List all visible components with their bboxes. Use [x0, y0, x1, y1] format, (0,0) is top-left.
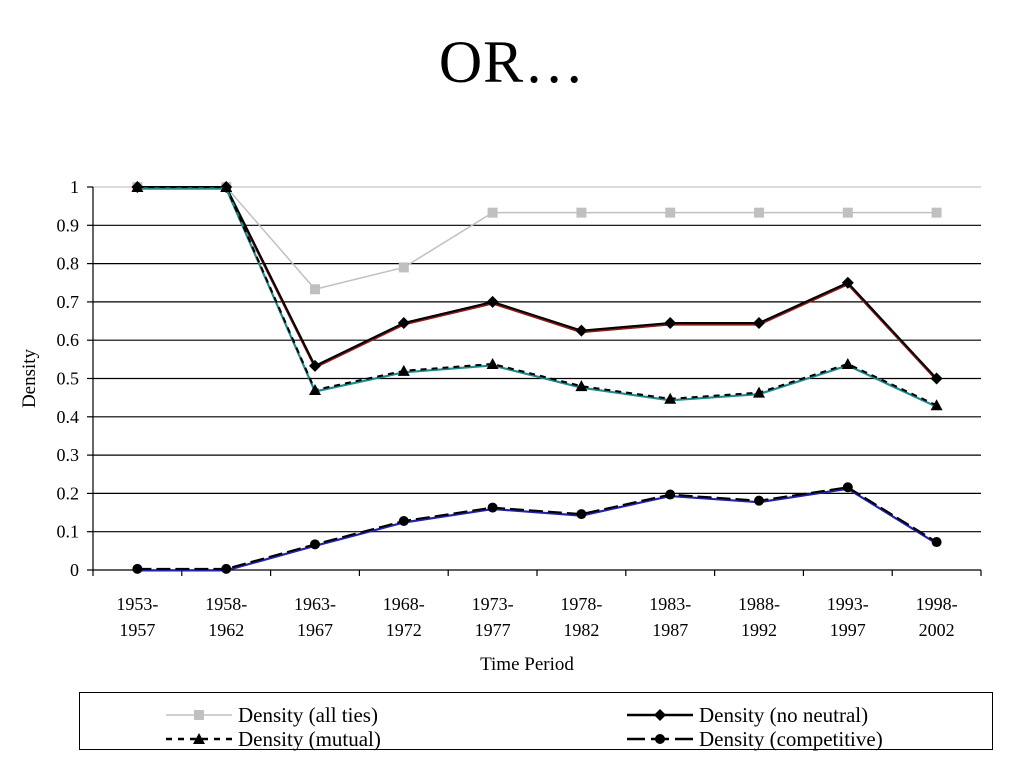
data-point	[310, 539, 320, 550]
data-point	[841, 357, 854, 369]
data-point	[309, 359, 321, 372]
y-axis-title: Density	[19, 348, 40, 408]
legend-label-no-neutral: Density (no neutral)	[699, 702, 869, 727]
legend-item-no-neutral: Density (no neutral)	[625, 703, 868, 727]
y-tick-label: 0	[70, 560, 79, 580]
data-point	[398, 262, 409, 273]
y-tick-label: 0.7	[57, 292, 80, 312]
data-point	[397, 364, 410, 376]
x-tick-label: 1973-1977	[472, 594, 514, 640]
legend-label-mutual: Density (mutual)	[238, 726, 381, 751]
x-tick-label: 1988-1992	[738, 594, 780, 640]
data-point	[576, 509, 587, 520]
data-point	[131, 181, 144, 192]
series-line	[137, 486, 938, 570]
legend-item-all-ties: Density (all ties)	[164, 703, 378, 727]
series-layer	[131, 181, 943, 574]
data-point	[664, 316, 677, 329]
data-point	[931, 537, 942, 548]
data-point	[486, 357, 499, 369]
legend-item-competitive: Density (competitive)	[625, 727, 883, 751]
gridlines	[93, 186, 981, 533]
data-point	[754, 495, 764, 506]
data-point	[310, 284, 320, 295]
legend-swatch-all-ties	[166, 710, 232, 720]
legend-swatch-mutual	[166, 733, 232, 744]
data-point	[665, 207, 676, 218]
x-tick-label: 1958-1962	[205, 594, 247, 640]
data-point	[221, 563, 232, 574]
series-line	[137, 186, 937, 291]
data-point	[842, 482, 853, 493]
legend-marker	[194, 710, 204, 720]
series-line-shadow	[137, 487, 938, 572]
legend-item-mutual: Density (mutual)	[164, 727, 381, 751]
legend-marker	[654, 709, 666, 721]
y-tick-label: 0.1	[57, 522, 80, 542]
legend-swatch-no-neutral	[627, 709, 693, 721]
chart-legend: Density (all ties) Density (no neutral) …	[79, 692, 993, 751]
x-tick-label: 1983-1987	[649, 594, 691, 640]
data-point	[398, 515, 409, 526]
legend-label-all-ties: Density (all ties)	[238, 702, 378, 727]
legend-label-competitive: Density (competitive)	[699, 726, 883, 751]
data-point	[665, 489, 676, 500]
data-point	[753, 316, 765, 329]
data-point	[753, 386, 765, 398]
data-point	[575, 380, 588, 392]
legend-marker	[193, 733, 205, 744]
data-point	[309, 383, 321, 395]
data-point	[664, 392, 677, 404]
data-point	[397, 316, 410, 329]
y-tick-label: 0.9	[57, 215, 80, 235]
x-tick-label: 1993-1997	[827, 594, 869, 640]
series-line	[137, 186, 938, 407]
data-point	[220, 181, 233, 192]
data-point	[754, 207, 764, 218]
data-point	[576, 207, 587, 218]
series-line-shadow	[137, 187, 938, 381]
x-tick-label: 1953-1957	[116, 594, 158, 640]
data-point	[575, 324, 588, 337]
series-3	[132, 482, 942, 574]
x-tick-label: 1963-1967	[294, 594, 336, 640]
x-tick-label: 1998-2002	[916, 594, 958, 640]
data-point	[931, 207, 942, 218]
series-2	[131, 181, 943, 411]
y-tick-label: 0.5	[57, 369, 80, 389]
data-point	[487, 207, 498, 218]
x-tick-label: 1978-1982	[560, 594, 602, 640]
data-point	[486, 295, 499, 308]
slide-title: OR…	[438, 29, 586, 95]
y-tick-label: 0.6	[57, 330, 80, 350]
x-tick-label: 1968-1972	[383, 594, 425, 640]
series-1	[131, 181, 943, 385]
y-tick-label: 0.8	[57, 254, 80, 274]
y-tick-label: 0.2	[57, 483, 80, 503]
data-point	[132, 563, 143, 574]
series-line	[137, 186, 938, 380]
data-point	[930, 372, 943, 385]
data-point	[842, 207, 853, 218]
legend-marker	[655, 734, 665, 744]
y-tick-label: 0.4	[57, 407, 80, 427]
x-axis-title: Time Period	[480, 654, 574, 675]
series-0	[132, 182, 942, 295]
axes	[87, 186, 982, 576]
y-tick-label: 1	[70, 177, 79, 197]
data-point	[841, 276, 854, 289]
axis-labels: 0 0.1 0.2 0.3 0.4 0.5 0.6 0.7 0.8 0.9 1 1953-1957 19…	[19, 177, 958, 675]
data-point	[487, 502, 498, 513]
line-chart: 0 0.1 0.2 0.3 0.4 0.5 0.6 0.7 0.8 0.9 1 1953-1957 19…	[19, 177, 982, 675]
data-point	[930, 399, 943, 411]
legend-swatch-competitive	[627, 734, 693, 744]
y-tick-label: 0.3	[57, 445, 80, 465]
